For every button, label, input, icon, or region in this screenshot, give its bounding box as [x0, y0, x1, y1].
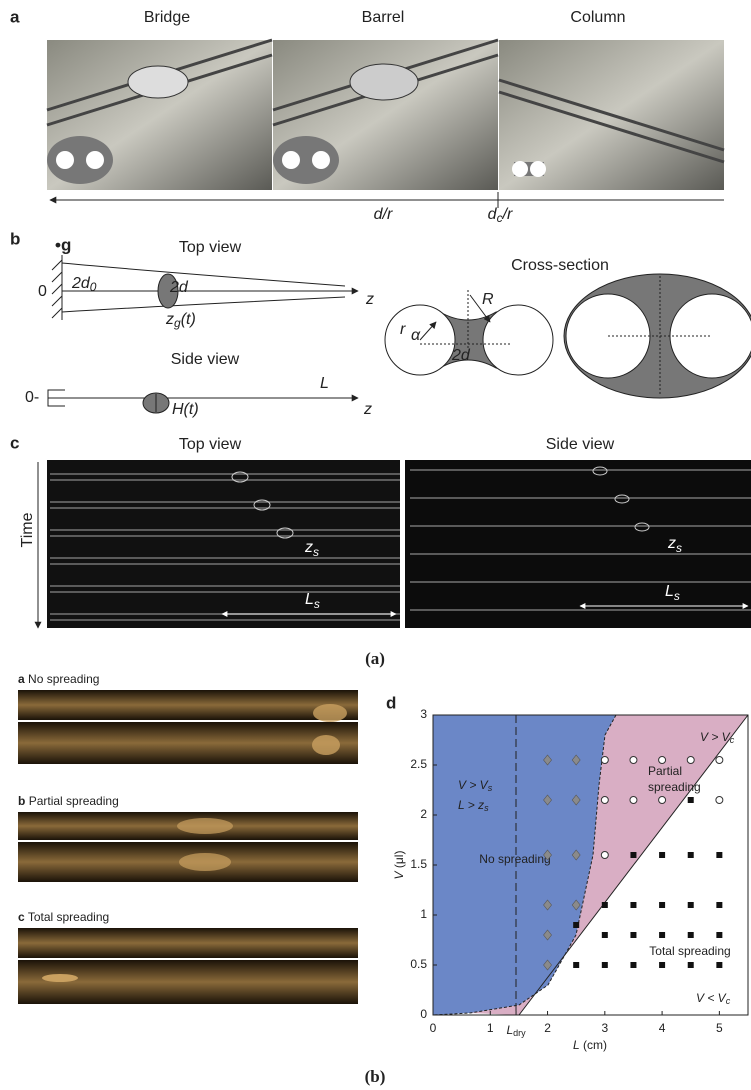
panel-label: a [10, 7, 20, 26]
circle-point [601, 757, 608, 764]
circle-point [716, 757, 723, 764]
axis-label: d/r [374, 206, 393, 223]
square-point [602, 932, 608, 938]
x-tick-label: 3 [601, 1021, 608, 1035]
view-title: Top view [179, 436, 242, 453]
y-tick-label: 1.5 [410, 857, 427, 871]
square-point [630, 932, 636, 938]
circle-point [716, 797, 723, 804]
view-title: Side view [546, 436, 615, 453]
x-tick-label: Ldry [506, 1023, 526, 1038]
panel-label: d [386, 693, 396, 712]
square-point [716, 902, 722, 908]
square-point [659, 932, 665, 938]
axis-label: Time [19, 512, 36, 547]
label: H(t) [172, 401, 199, 418]
label: 0 [38, 283, 47, 300]
circle-point [687, 757, 694, 764]
label: z [363, 401, 372, 418]
square-point [688, 902, 694, 908]
y-tick-label: 0 [420, 1007, 427, 1021]
region-label: V > Vs [458, 778, 493, 793]
panel-label: c [10, 433, 19, 452]
square-point [630, 902, 636, 908]
photos [18, 690, 358, 1004]
square-point [659, 902, 665, 908]
square-point [716, 852, 722, 858]
label: r [400, 321, 406, 338]
square-point [688, 852, 694, 858]
panel-label: b [10, 229, 20, 248]
gravity: •g [55, 235, 71, 254]
label: z [365, 291, 374, 308]
y-tick-label: 1 [420, 907, 427, 921]
region-label: V < Vc [696, 991, 731, 1006]
top-view-diagram [52, 255, 358, 320]
square-point [659, 962, 665, 968]
y-tick-label: 2 [420, 807, 427, 821]
cross-section-diagram [385, 274, 751, 398]
circle-point [630, 757, 637, 764]
view-title: Cross-section [511, 257, 609, 274]
circle-point [601, 797, 608, 804]
square-point [573, 922, 579, 928]
circle-point [659, 757, 666, 764]
photos [47, 460, 751, 628]
square-point [602, 962, 608, 968]
label: 2d [169, 279, 189, 296]
photo-title: c Total spreading [18, 910, 109, 924]
label: zg(t) [165, 311, 196, 330]
region-label: V > Vc [700, 730, 735, 745]
y-tick-label: 3 [420, 707, 427, 721]
view-title: Top view [179, 239, 242, 256]
y-tick-label: 2.5 [410, 757, 427, 771]
photos [47, 40, 724, 190]
side-view-diagram [48, 390, 358, 413]
square-point [573, 962, 579, 968]
square-point [630, 962, 636, 968]
x-tick-label: 1 [487, 1021, 494, 1035]
square-point [716, 932, 722, 938]
y-tick-label: 0.5 [410, 957, 427, 971]
square-point [688, 932, 694, 938]
y-axis-label: V (μl) [392, 851, 406, 880]
region-label: No spreading [479, 852, 550, 866]
figure: a Bridge Barrel Column d/r dc/r b •g Top… [0, 0, 751, 1090]
region-label: Total spreading [649, 944, 730, 958]
view-title: Side view [171, 351, 240, 368]
label: R [482, 291, 494, 308]
page: { "figure_a": { "panel_a": {"label": "a"… [0, 0, 751, 1090]
axis-label: dc/r [488, 206, 513, 225]
label: 0- [25, 389, 39, 406]
circle-point [630, 797, 637, 804]
x-tick-label: 0 [430, 1021, 437, 1035]
label: 2d [451, 347, 471, 364]
tick-main: L [506, 1023, 513, 1037]
photo-title: a No spreading [18, 672, 99, 686]
square-point [688, 797, 694, 803]
circle-point [659, 797, 666, 804]
x-tick-label: 2 [544, 1021, 551, 1035]
x-tick-label: 4 [659, 1021, 666, 1035]
region-label: Partial [648, 764, 682, 778]
caption: (b) [365, 1067, 386, 1086]
square-point [630, 852, 636, 858]
circle-point [601, 852, 608, 859]
panel-title: Barrel [362, 9, 405, 26]
tick-sub: dry [513, 1028, 526, 1038]
label: 2d0 [71, 275, 97, 294]
panel-title: Bridge [144, 9, 190, 26]
x-axis-label: L (cm) [573, 1038, 607, 1052]
square-point [716, 962, 722, 968]
photo-title: b Partial spreading [18, 794, 119, 808]
label: L [320, 375, 329, 392]
square-point [688, 962, 694, 968]
x-tick-label: 5 [716, 1021, 723, 1035]
caption: (a) [365, 649, 385, 668]
square-point [659, 852, 665, 858]
square-point [602, 902, 608, 908]
region-label: spreading [648, 780, 701, 794]
panel-title: Column [570, 9, 625, 26]
label: α [411, 327, 421, 344]
